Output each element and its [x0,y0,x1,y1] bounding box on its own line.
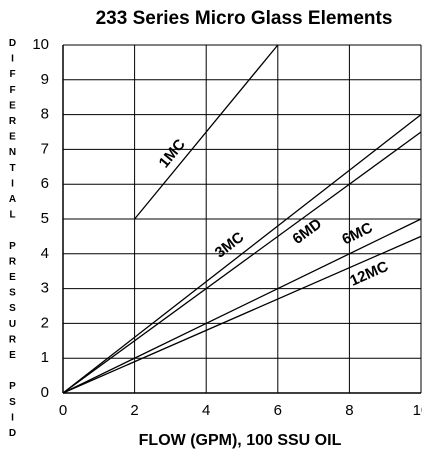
y-tick-label: 2 [41,314,49,331]
x-tick-label: 8 [345,402,353,419]
y-tick-label: 1 [41,349,49,366]
x-tick-label: 4 [202,402,210,419]
y-tick-label: 5 [41,210,49,227]
y-tick-label: 4 [41,245,49,262]
y-axis-label: DIFFERENTIAL PRESSURE PSID [7,38,18,444]
x-tick-label: 0 [59,402,67,419]
x-axis-label: FLOW (GPM), 100 SSU OIL [139,432,342,449]
line [62,235,422,394]
series-label: 3MC [212,229,248,262]
y-tick-label: 8 [41,106,49,123]
y-tick-label: 10 [32,36,49,53]
y-tick-label: 3 [41,280,49,297]
y-tick-label: 7 [41,140,49,157]
x-tick-label: 2 [130,402,138,419]
x-tick-label: 6 [274,402,282,419]
line [134,44,279,220]
chart-title: 233 Series Micro Glass Elements [96,8,393,29]
line [62,131,422,394]
line [62,114,422,394]
series-label: 6MD [289,215,325,247]
y-tick-label: 0 [41,384,49,401]
series-label: 12MC [347,258,391,290]
y-tick-label: 9 [41,71,49,88]
x-tick-label: 10 [413,402,422,419]
series-label: 1MC [156,136,189,171]
line [62,218,422,394]
y-tick-label: 6 [41,175,49,192]
